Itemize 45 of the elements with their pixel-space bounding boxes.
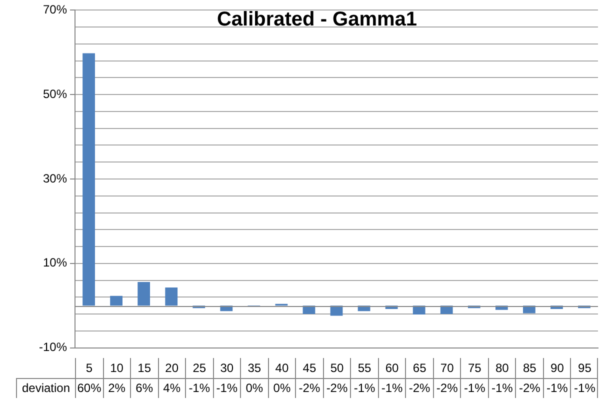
x-tick-label: 35 (248, 361, 262, 375)
data-label: -1% (216, 381, 238, 395)
x-tick-label: 50 (330, 361, 344, 375)
y-tick-label: 30% (42, 171, 68, 186)
x-tick-label: 65 (412, 361, 426, 375)
y-tick-label: 50% (42, 86, 68, 101)
y-tick-label: -10% (39, 340, 68, 354)
x-tick-label: 30 (220, 361, 234, 375)
text: deviation (22, 381, 70, 395)
data-label: 6% (136, 381, 153, 395)
x-tick-label: 90 (550, 361, 564, 375)
data-label: -1% (546, 381, 568, 395)
data-label: -1% (188, 381, 210, 395)
y-tick-label: 10% (42, 256, 68, 270)
x-tick-label: 70 (440, 361, 454, 375)
chart-title: Calibrated - Gamma1 (216, 8, 418, 31)
data-label: 0% (246, 381, 264, 395)
x-tick-label: 95 (578, 361, 592, 375)
data-label: 4% (163, 381, 180, 395)
x-tick-label: 60 (385, 361, 399, 375)
data-label: -1% (491, 381, 513, 395)
data-label: 60% (77, 381, 102, 395)
x-tick-label: 25 (192, 361, 206, 375)
x-tick-label: 80 (495, 361, 509, 375)
x-tick-label: 20 (165, 361, 179, 375)
x-tick-label: 5 (86, 361, 93, 375)
x-tick-label: 85 (523, 361, 536, 375)
data-label: -1% (464, 381, 486, 395)
data-label: 2% (108, 381, 126, 395)
data-label: -2% (436, 381, 458, 395)
data-label: -2% (326, 381, 348, 395)
x-tick-label: 10 (110, 361, 124, 375)
x-tick-label: 55 (358, 361, 372, 375)
data-label: -1% (381, 381, 403, 395)
x-tick-label: 45 (302, 361, 316, 375)
data-label: -1% (354, 381, 376, 395)
y-tick-label: 70% (42, 2, 68, 17)
data-label: -2% (519, 381, 540, 395)
x-tick-label: 40 (275, 361, 289, 375)
data-label: -1% (574, 381, 596, 395)
data-label: 0% (273, 381, 291, 395)
data-label: -2% (298, 381, 320, 395)
x-tick-label: 75 (468, 361, 482, 375)
x-tick-label: 15 (138, 361, 151, 375)
data-label: -2% (408, 381, 430, 395)
